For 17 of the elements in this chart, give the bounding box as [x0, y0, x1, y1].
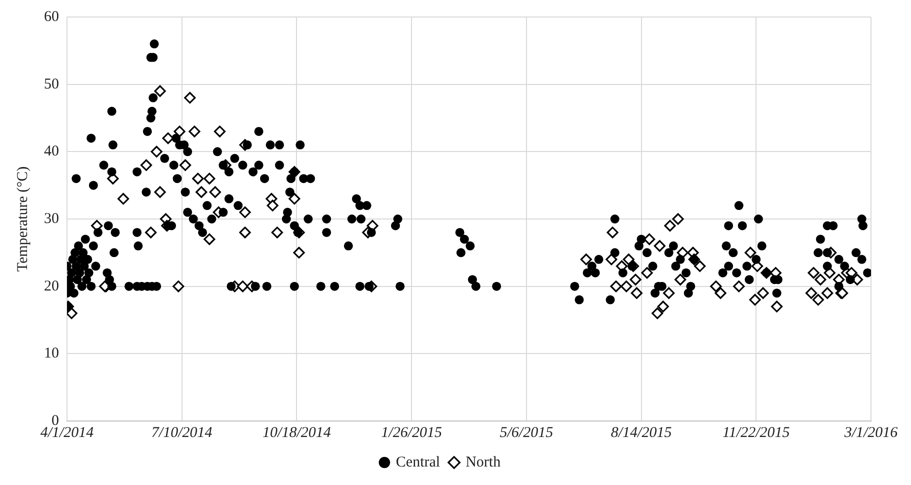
y-tick-label: 30 [44, 210, 59, 227]
y-tick-label: 50 [44, 76, 59, 92]
x-tick-label: 11/22/2015 [722, 424, 790, 441]
x-tick-label: 3/1/2016 [843, 424, 898, 441]
y-tick-label: 20 [44, 278, 59, 294]
x-tick-label: 10/18/2014 [262, 424, 332, 441]
legend-label: North [466, 454, 502, 470]
x-tick-label: 7/10/2014 [151, 424, 213, 441]
x-tick-label: 4/1/2014 [40, 424, 94, 441]
y-tick-label: 10 [44, 346, 59, 362]
y-tick-label: 60 [44, 8, 59, 25]
x-tick-label: 1/26/2015 [381, 424, 442, 441]
y-tick-label: 40 [44, 144, 59, 160]
x-tick-label: 8/14/2015 [610, 424, 672, 441]
x-tick-label: 5/6/2015 [500, 424, 554, 441]
legend-label: Central [396, 454, 440, 470]
y-axis-title: Temperature (°C) [14, 166, 31, 272]
